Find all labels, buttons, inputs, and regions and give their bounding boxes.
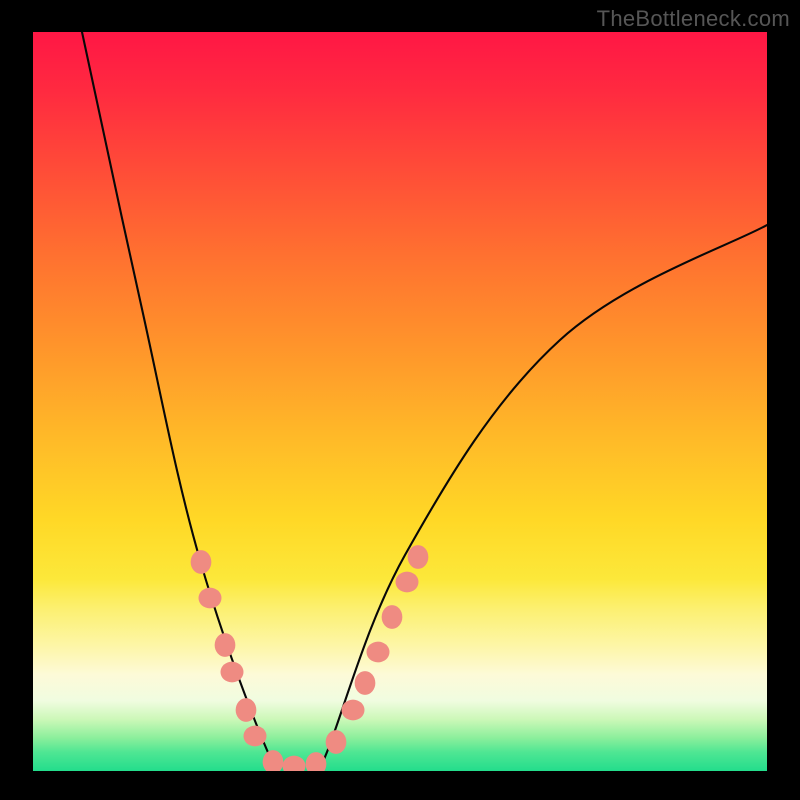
data-point-left <box>236 698 257 722</box>
data-point-right <box>326 730 347 754</box>
data-point-left <box>221 662 244 683</box>
watermark-text: TheBottleneck.com <box>597 6 790 32</box>
data-point-right <box>355 671 376 695</box>
data-point-left <box>191 550 212 574</box>
data-point-right <box>382 605 403 629</box>
plot-background-gradient <box>33 32 767 771</box>
data-point-right <box>408 545 429 569</box>
data-point-left <box>215 633 236 657</box>
data-point-left <box>199 588 222 609</box>
data-point-trough <box>263 750 284 774</box>
bottleneck-chart <box>0 0 800 800</box>
data-point-right <box>342 700 365 721</box>
data-point-trough <box>283 756 306 777</box>
data-point-right <box>367 642 390 663</box>
data-point-left <box>244 726 267 747</box>
data-point-trough <box>306 752 327 776</box>
data-point-right <box>396 572 419 593</box>
